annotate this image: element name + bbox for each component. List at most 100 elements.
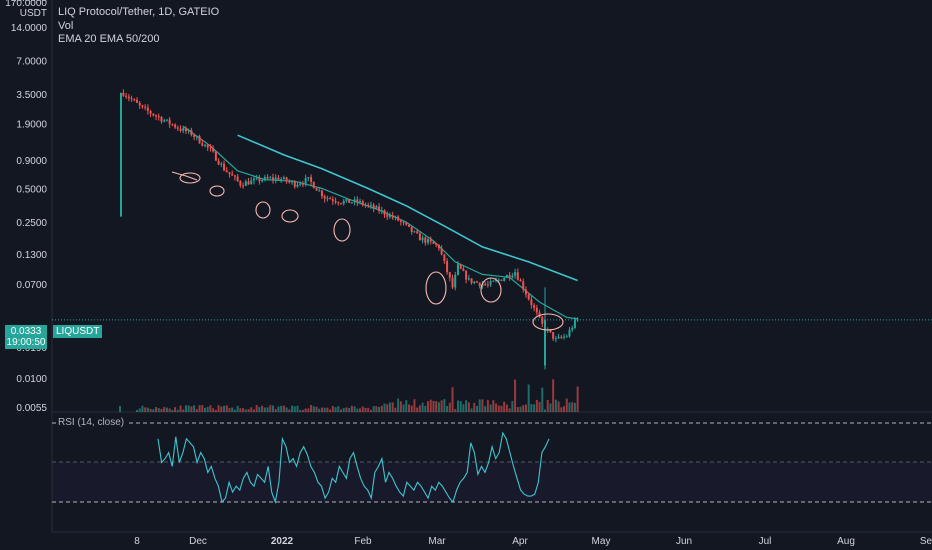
volume-bar [228,407,231,412]
candle-body [410,226,413,232]
volume-bar [386,404,389,412]
candle-body [136,99,138,103]
price-tick-label: 0.2500 [16,218,47,229]
volume-bar [557,401,560,412]
candle-body [522,281,525,290]
candle-body [266,176,269,179]
volume-bar [367,407,370,412]
volume-indicator-label[interactable]: Vol [58,20,74,32]
volume-bar [280,405,283,412]
candle-body [446,261,449,273]
volume-bar [432,400,435,412]
candle-body [563,336,566,338]
candle-body [312,181,315,189]
rsi-pane [52,422,932,505]
volume-bar [187,405,190,412]
candle-body [340,203,342,205]
volume-bar [157,408,160,412]
candle-body [408,224,410,227]
candle-body [301,183,304,185]
candle-body [282,177,285,180]
price-unit-label: USDT [20,8,47,19]
candle-body [380,210,383,212]
volume-bar [201,405,204,412]
candle-body [492,280,495,282]
volume-bar [446,405,449,412]
candle-body [193,135,196,137]
volume-bar [304,408,307,412]
volume-bar [402,404,405,412]
candle-body [440,248,443,255]
volume-bar [541,387,544,412]
volume-bar [473,402,476,412]
ema-indicator-label[interactable]: EMA 20 EMA 50/200 [58,33,160,45]
candle-body [541,316,544,324]
symbol-title[interactable]: LIQ Protocol/Tether, 1D, GATEIO [58,6,220,18]
volume-bar [176,409,179,412]
candle-body [315,188,318,191]
candle-body [323,196,326,199]
candle-body [179,128,182,131]
candle-body [277,177,280,180]
candle-body [402,221,405,223]
volume-bar [149,408,152,412]
volume-bar [168,408,171,412]
candle-body [176,127,179,129]
time-tick-label: 2022 [271,536,294,547]
rsi-line [157,431,550,505]
volume-bar [514,379,517,412]
volume-bar [345,407,348,412]
candle-body [160,117,163,122]
candle-body [378,206,381,212]
volume-bar [258,407,261,412]
volume-bar [312,406,315,412]
candle-body [473,281,476,283]
candle-body [416,231,419,234]
candle-body [372,204,375,209]
volume-bar [500,405,503,412]
volume-bar [448,402,451,412]
time-tick-label: Feb [354,536,372,547]
volume-bar [391,402,394,412]
annotation-circle [255,201,271,219]
candle-body [252,178,255,181]
candle-body [470,278,473,283]
volume-bar [184,405,187,412]
volume-bar [293,406,296,412]
volume-bar [535,399,538,412]
candle-body [310,177,313,182]
candle-body [448,272,451,278]
candle-body [454,274,457,288]
candle-body [576,319,579,321]
candle-body [326,198,329,200]
price-tick-label: 7.0000 [16,56,47,67]
candle-body [220,163,223,165]
volume-bar [443,399,446,412]
volume-bar [456,400,459,412]
candle-body [503,278,506,281]
volume-bar [136,409,138,412]
rsi-indicator-label[interactable]: RSI (14, close) [56,417,127,428]
candle-body [206,144,209,148]
candle-body [187,129,190,132]
candle-body [571,327,574,330]
candle-body [432,241,435,244]
candle-body [320,190,323,197]
candle-body [484,284,487,286]
volume-bar [331,405,334,412]
volume-bar [193,405,196,412]
time-tick-label: Apr [512,536,528,547]
time-tick-label: Aug [837,536,855,547]
volume-bar [361,406,364,412]
candle-body [405,222,408,225]
volume-bar [323,407,326,412]
volume-bar [272,405,274,412]
candle-body [184,128,187,132]
candle-body [497,279,500,281]
volume-bar [348,408,351,412]
volume-bar [511,401,514,412]
annotation-circle [179,172,201,184]
volume-bar [527,384,530,412]
volume-bar [250,407,253,412]
volume-bar [198,405,201,412]
